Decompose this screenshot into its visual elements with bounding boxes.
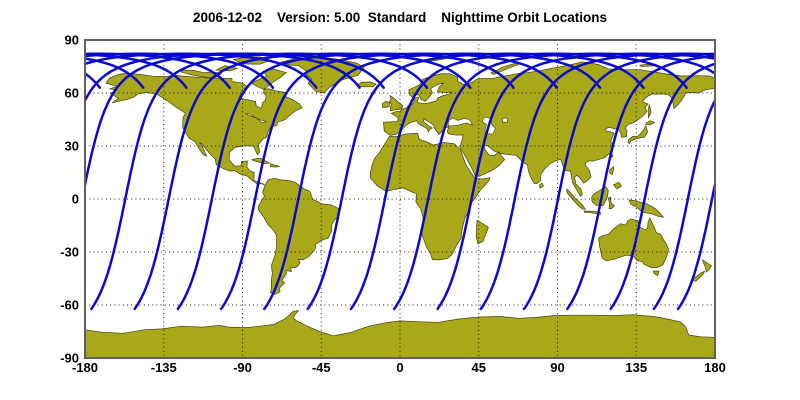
landmass: [270, 163, 280, 168]
orbit-ground-track: [85, 52, 361, 104]
grid-lines: [85, 40, 715, 358]
landmass: [539, 182, 544, 190]
orbit-ground-track: [85, 52, 275, 89]
landmass: [257, 177, 340, 295]
y-tick-label: 90: [65, 33, 79, 48]
landmass: [644, 120, 656, 126]
landmass: [647, 104, 652, 120]
orbit-ground-track: [479, 52, 715, 311]
x-tick-label: 90: [550, 360, 564, 375]
landmass: [566, 188, 587, 210]
landmass: [598, 217, 669, 268]
orbit-ground-track: [522, 52, 715, 311]
orbit-ground-track: [349, 52, 688, 311]
landmass: [389, 94, 404, 112]
x-tick-label: -180: [72, 360, 98, 375]
landmass: [628, 199, 665, 218]
orbit-ground-track: [566, 54, 715, 311]
orbit-ground-track: [652, 97, 715, 311]
orbit-ground-track: [263, 52, 602, 311]
orbit-tracks: [85, 52, 715, 311]
x-tick-label: 135: [625, 360, 647, 375]
landmass: [251, 157, 271, 165]
landmass: [652, 270, 660, 277]
landmass: [627, 124, 648, 145]
y-tick-label: -60: [60, 298, 79, 313]
landmass: [591, 186, 609, 207]
y-axis-tick-labels: 90 60 30 0 -30 -60 -90: [60, 33, 79, 366]
orbit-ground-track: [609, 62, 715, 311]
y-tick-label: 60: [65, 86, 79, 101]
orbit-ground-track: [306, 52, 645, 311]
x-tick-label: -90: [233, 360, 252, 375]
inland-sea: [245, 112, 267, 123]
y-tick-label: -30: [60, 245, 79, 260]
x-tick-label: 180: [704, 360, 726, 375]
orbit-ground-track: [90, 52, 429, 311]
landmass: [382, 100, 391, 108]
x-tick-label: -135: [151, 360, 177, 375]
y-tick-label: 30: [65, 139, 79, 154]
y-tick-label: -90: [60, 351, 79, 366]
inland-sea: [447, 117, 474, 127]
x-tick-label: -45: [312, 360, 331, 375]
y-tick-label: 0: [72, 192, 79, 207]
landmass: [609, 165, 614, 176]
landmass: [180, 69, 223, 78]
landmass: [612, 181, 622, 190]
orbit-ground-track: [176, 52, 515, 311]
orbit-ground-track: [219, 52, 558, 311]
plot-border: [84, 39, 716, 359]
orbit-ground-track: [85, 52, 318, 89]
orbit-ground-track: [676, 178, 715, 311]
orbit-ground-track: [133, 52, 472, 311]
x-tick-label: 0: [396, 360, 403, 375]
landmass: [607, 196, 615, 210]
landmass: [701, 258, 712, 273]
x-axis-tick-labels: -180 -135 -90 -45 0 45 90 135 180: [72, 360, 726, 375]
plot-title: 2006-12-02 Version: 5.00 Standard Nightt…: [192, 10, 608, 25]
landmass: [583, 210, 601, 215]
orbit-ground-track: [392, 52, 715, 311]
inland-sea: [502, 117, 508, 123]
orbit-ground-track: [436, 52, 715, 311]
x-tick-label: 45: [472, 360, 486, 375]
